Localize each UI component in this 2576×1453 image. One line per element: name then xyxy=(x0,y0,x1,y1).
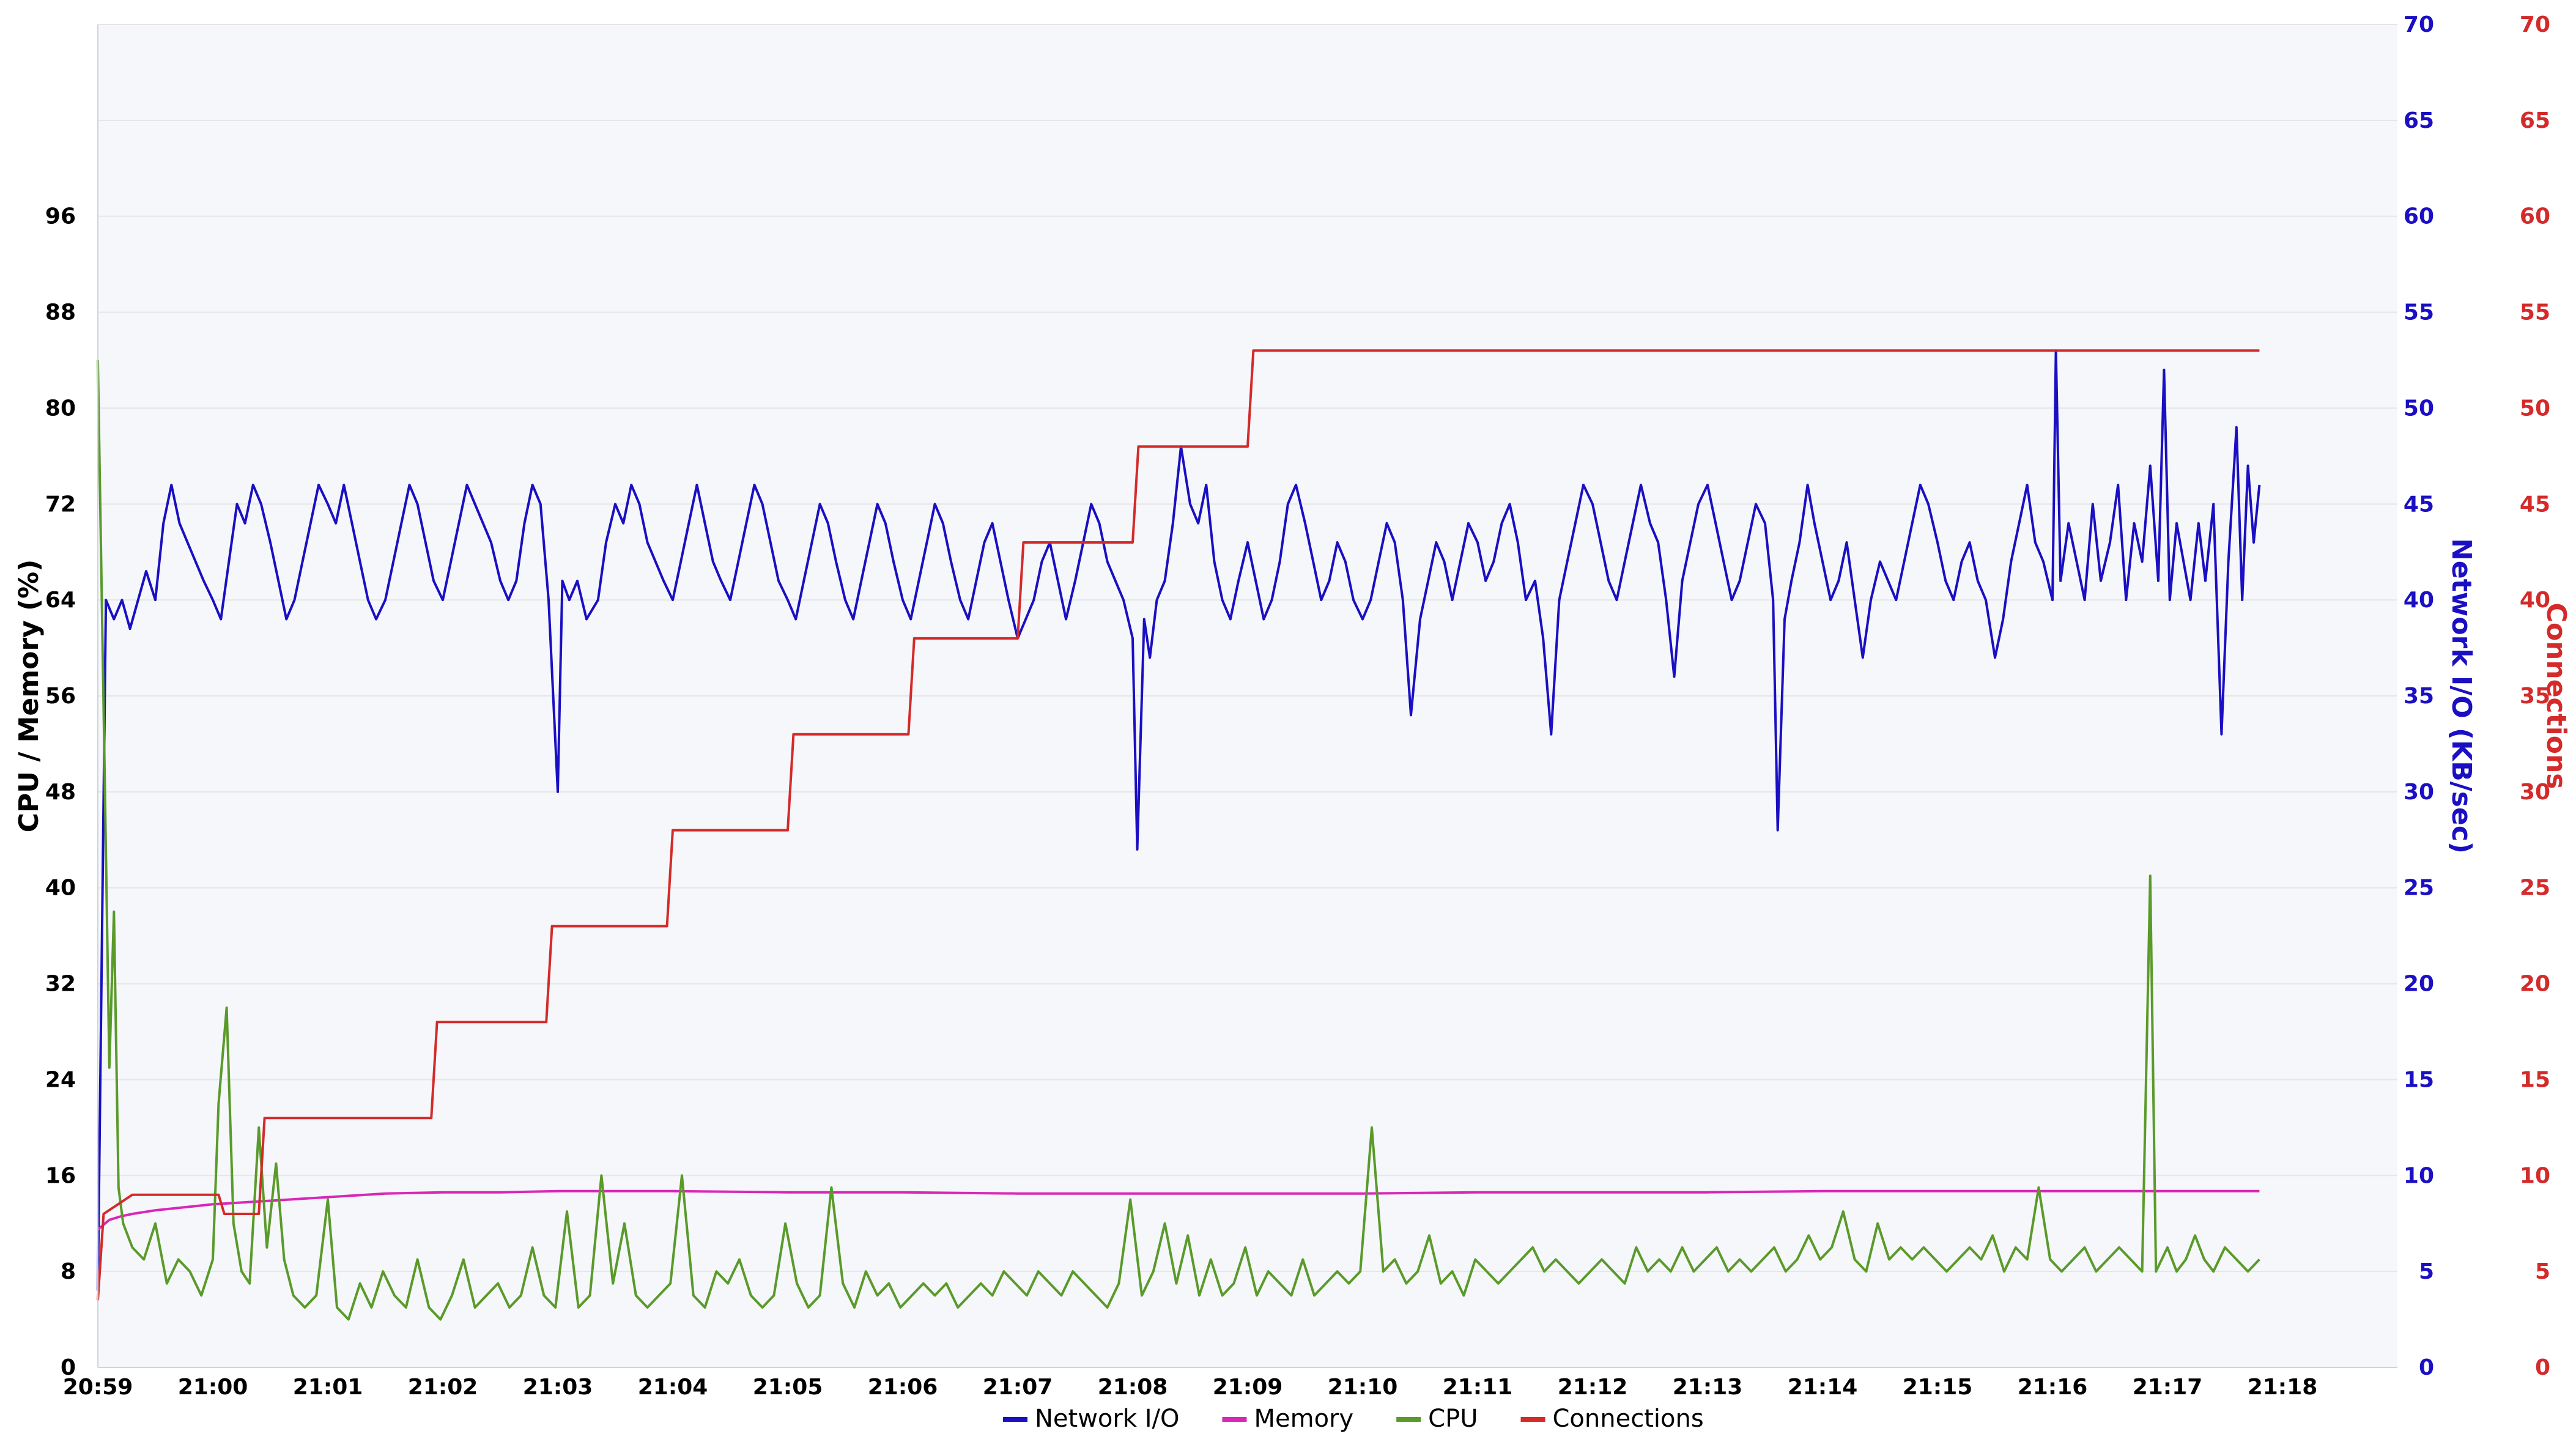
network-tick-label: 0 xyxy=(2419,1355,2434,1380)
left-axis-title: CPU / Memory (%) xyxy=(13,560,45,833)
x-tick-label: 21:17 xyxy=(2133,1375,2203,1400)
network-tick-label: 15 xyxy=(2404,1067,2434,1092)
series-line-connections xyxy=(97,349,2260,1301)
series-line-network-i-o xyxy=(97,349,2261,1291)
x-tick-label: 21:11 xyxy=(1443,1375,1513,1400)
network-tick-label: 5 xyxy=(2419,1259,2434,1284)
network-tick-label: 65 xyxy=(2404,108,2434,133)
series-line-cpu xyxy=(97,360,2260,1321)
network-tick-label: 70 xyxy=(2404,12,2434,37)
x-tick-label: 21:01 xyxy=(293,1375,363,1400)
x-tick-label: 21:15 xyxy=(1903,1375,1973,1400)
x-axis-ticks: 20:59 21:00 21:01 21:02 21:03 21:04 21:05 21:06… xyxy=(63,1375,2318,1400)
series-line-memory xyxy=(97,1189,2260,1231)
x-tick-label: 21:00 xyxy=(178,1375,248,1400)
x-tick-label: 21:09 xyxy=(1213,1375,1283,1400)
grid-lines xyxy=(98,24,2397,1273)
connections-tick-label: 30 xyxy=(2520,780,2550,805)
connections-tick-label: 35 xyxy=(2520,684,2550,709)
network-tick-label: 45 xyxy=(2404,492,2434,517)
network-axis-ticks: 0 5 10 15 20 25 30 35 40 45 50 55 60 65 70 xyxy=(2404,12,2434,1380)
connections-tick-label: 15 xyxy=(2520,1067,2550,1092)
x-tick-label: 21:16 xyxy=(2018,1375,2088,1400)
connections-axis-ticks: 0 5 10 15 20 25 30 35 40 45 50 55 60 65 70 xyxy=(2520,12,2550,1380)
connections-tick-label: 70 xyxy=(2520,12,2550,37)
left-tick-label: 8 xyxy=(61,1259,76,1284)
legend-label: Memory xyxy=(1254,1405,1353,1433)
legend-label: Network I/O xyxy=(1035,1405,1179,1433)
network-tick-label: 35 xyxy=(2404,684,2434,709)
connections-tick-label: 10 xyxy=(2520,1163,2550,1188)
x-tick-label: 21:08 xyxy=(1098,1375,1168,1400)
connections-tick-label: 45 xyxy=(2520,492,2550,517)
network-tick-label: 10 xyxy=(2404,1163,2434,1188)
network-axis-title: Network I/O (KB/sec) xyxy=(2446,538,2477,854)
x-tick-label: 21:12 xyxy=(1558,1375,1628,1400)
connections-tick-label: 60 xyxy=(2520,204,2550,229)
left-tick-label: 48 xyxy=(45,780,76,805)
x-tick-label: 21:04 xyxy=(638,1375,708,1400)
connections-tick-label: 40 xyxy=(2520,588,2550,613)
left-tick-label: 32 xyxy=(45,972,76,997)
network-tick-label: 60 xyxy=(2404,204,2434,229)
connections-tick-label: 55 xyxy=(2520,300,2550,325)
left-tick-label: 88 xyxy=(45,300,76,325)
connections-tick-label: 0 xyxy=(2535,1355,2550,1380)
network-tick-label: 30 xyxy=(2404,780,2434,805)
left-tick-label: 16 xyxy=(45,1163,76,1188)
left-tick-label: 64 xyxy=(45,588,76,613)
network-tick-label: 50 xyxy=(2404,396,2434,421)
left-tick-label: 96 xyxy=(45,204,76,229)
connections-tick-label: 65 xyxy=(2520,108,2550,133)
connections-axis-title: Connections xyxy=(2541,603,2572,789)
x-tick-label: 21:07 xyxy=(983,1375,1053,1400)
left-tick-label: 80 xyxy=(45,396,76,421)
x-tick-label: 21:10 xyxy=(1328,1375,1398,1400)
x-tick-label: 21:18 xyxy=(2248,1375,2318,1400)
x-tick-label: 21:14 xyxy=(1788,1375,1858,1400)
x-tick-label: 21:05 xyxy=(753,1375,823,1400)
connections-tick-label: 5 xyxy=(2535,1259,2550,1284)
x-tick-label: 21:02 xyxy=(408,1375,478,1400)
series-lines xyxy=(97,349,2261,1321)
network-tick-label: 55 xyxy=(2404,300,2434,325)
network-tick-label: 25 xyxy=(2404,876,2434,901)
connections-tick-label: 50 xyxy=(2520,396,2550,421)
connections-tick-label: 25 xyxy=(2520,876,2550,901)
left-tick-label: 24 xyxy=(45,1067,76,1092)
left-axis-ticks: 0 8 16 24 32 40 48 56 64 72 80 88 96 xyxy=(45,204,76,1380)
connections-tick-label: 20 xyxy=(2520,972,2550,997)
network-tick-label: 40 xyxy=(2404,588,2434,613)
x-tick-label: 21:03 xyxy=(523,1375,593,1400)
x-tick-label: 20:59 xyxy=(63,1375,133,1400)
left-tick-label: 40 xyxy=(45,876,76,901)
left-tick-label: 0 xyxy=(61,1355,76,1380)
left-tick-label: 72 xyxy=(45,492,76,517)
network-tick-label: 20 xyxy=(2404,972,2434,997)
x-tick-label: 21:13 xyxy=(1673,1375,1743,1400)
left-tick-label: 56 xyxy=(45,684,76,709)
legend: Network I/O Memory CPU Connections xyxy=(1003,1405,1704,1433)
legend-label: CPU xyxy=(1428,1405,1478,1433)
legend-label: Connections xyxy=(1553,1405,1704,1433)
x-tick-label: 21:06 xyxy=(868,1375,938,1400)
